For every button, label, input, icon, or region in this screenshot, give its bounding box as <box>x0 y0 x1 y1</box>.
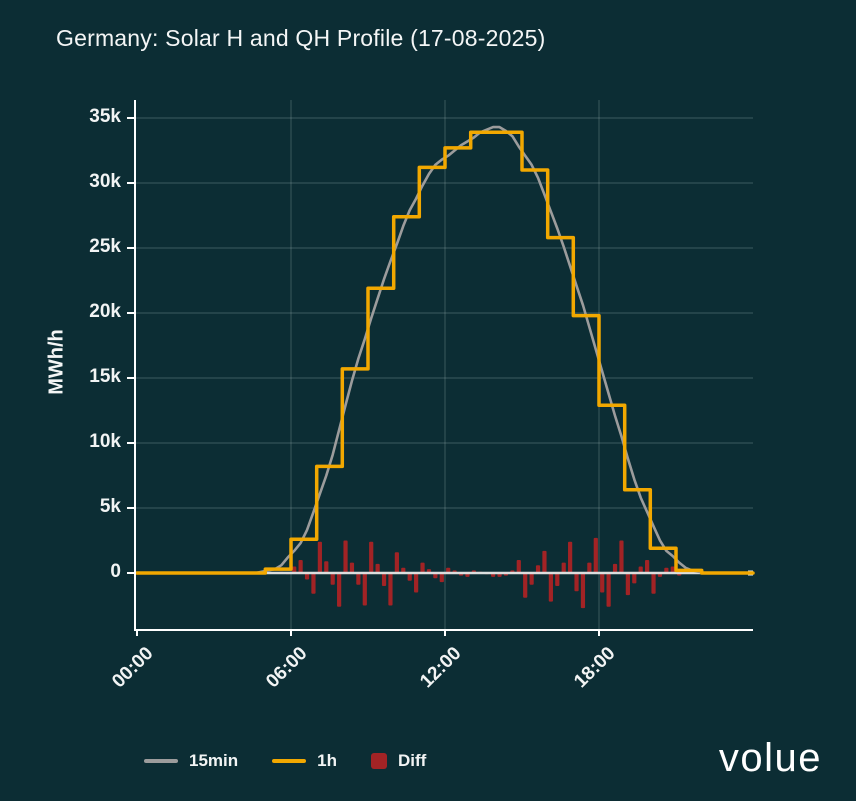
y-tick-label: 25k <box>89 236 121 257</box>
diff-bar <box>568 541 573 573</box>
diff-bar <box>645 560 650 573</box>
diff-bar <box>375 563 380 573</box>
diff-bar <box>535 565 541 573</box>
diff-bar <box>401 567 406 573</box>
diff-bar <box>542 550 547 573</box>
legend-item-diff[interactable]: Diff <box>370 751 427 771</box>
y-tick-label: 10k <box>89 431 121 452</box>
legend-item-label: Diff <box>397 751 427 770</box>
diff-bar <box>446 567 451 573</box>
y-tick-label: 5k <box>99 496 121 517</box>
diff-bar <box>292 566 297 573</box>
legend-item-15min[interactable]: 15min <box>144 751 238 771</box>
diff-bar <box>439 573 444 583</box>
diff-bar <box>394 552 399 573</box>
diff-bar <box>561 562 566 573</box>
diff-bar <box>606 573 611 607</box>
legend-line-swatch <box>144 759 178 763</box>
diff-bar <box>600 573 605 593</box>
line-1h <box>135 130 755 575</box>
legend: 15min 1h Diff <box>144 751 426 771</box>
diff-bar <box>664 567 669 573</box>
diff-bar <box>548 573 553 602</box>
diff-bar <box>420 562 425 573</box>
diff-bar <box>349 562 355 573</box>
diff-bar <box>523 573 528 598</box>
diff-bar <box>625 573 630 596</box>
diff-bar <box>298 560 303 573</box>
diff-bar <box>670 566 675 573</box>
y-tick-label: 30k <box>89 171 121 192</box>
legend-item-1h[interactable]: 1h <box>272 751 337 771</box>
y-tick-label: 20k <box>89 301 121 322</box>
diff-bar <box>330 573 335 585</box>
y-tick-label: 0 <box>110 561 121 582</box>
y-tick-label: 35k <box>89 106 121 127</box>
legend-item-label: 1h <box>317 751 337 770</box>
diff-bar <box>362 573 367 606</box>
y-tick-label: 15k <box>89 366 121 387</box>
diff-bar <box>369 541 374 573</box>
diff-bar <box>529 573 534 585</box>
diff-bar <box>587 562 592 573</box>
diff-bar <box>638 566 643 573</box>
diff-bar <box>619 540 624 573</box>
diff-bar <box>324 561 329 573</box>
diff-bar <box>433 573 438 579</box>
diff-bar <box>343 540 348 573</box>
diff-bar <box>304 573 310 580</box>
legend-square-swatch <box>370 753 387 769</box>
diff-bar <box>356 573 361 585</box>
diff-bar <box>337 573 342 607</box>
diff-bar <box>311 573 316 594</box>
diff-bar <box>612 563 618 573</box>
legend-line-swatch <box>272 759 307 763</box>
diff-bar <box>555 573 560 586</box>
diff-bar <box>407 573 412 581</box>
legend-item-label: 15min <box>189 751 239 770</box>
diff-bar <box>414 573 419 593</box>
diff-bar <box>516 560 521 573</box>
diff-bar <box>388 573 393 606</box>
chart-title: Germany: Solar H and QH Profile (17-08-2… <box>56 25 546 51</box>
diff-bar <box>580 573 586 609</box>
volue-logo: volue <box>718 736 822 780</box>
diff-bar <box>593 537 598 573</box>
diff-bar <box>317 541 322 573</box>
diff-bar <box>574 573 579 592</box>
diff-bar <box>651 573 656 594</box>
diff-bar <box>381 573 387 586</box>
diff-bar <box>632 573 637 584</box>
